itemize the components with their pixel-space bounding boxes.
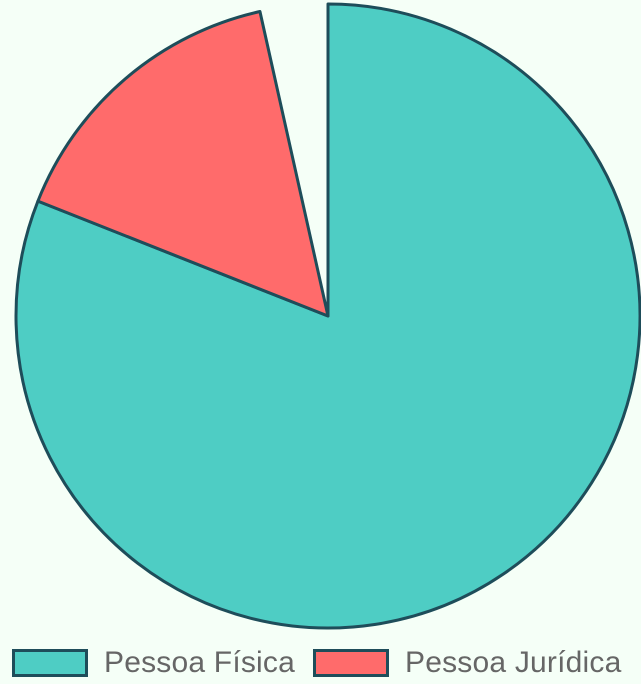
legend-label-pessoa-fisica: Pessoa Física xyxy=(104,646,296,679)
pie-slice-pessoa-fisica[interactable] xyxy=(14,2,641,630)
legend-label-pessoa-juridica: Pessoa Jurídica xyxy=(405,646,622,679)
legend-item-pessoa-juridica[interactable]: Pessoa Jurídica xyxy=(313,646,621,680)
legend-swatch-pessoa-fisica xyxy=(12,649,88,677)
chart-legend: Pessoa Física Pessoa Jurídica xyxy=(12,646,639,680)
pie-slice-pessoa-juridica[interactable] xyxy=(36,10,330,318)
legend-item-pessoa-fisica[interactable]: Pessoa Física xyxy=(12,646,295,680)
legend-swatch-pessoa-juridica xyxy=(313,649,390,677)
